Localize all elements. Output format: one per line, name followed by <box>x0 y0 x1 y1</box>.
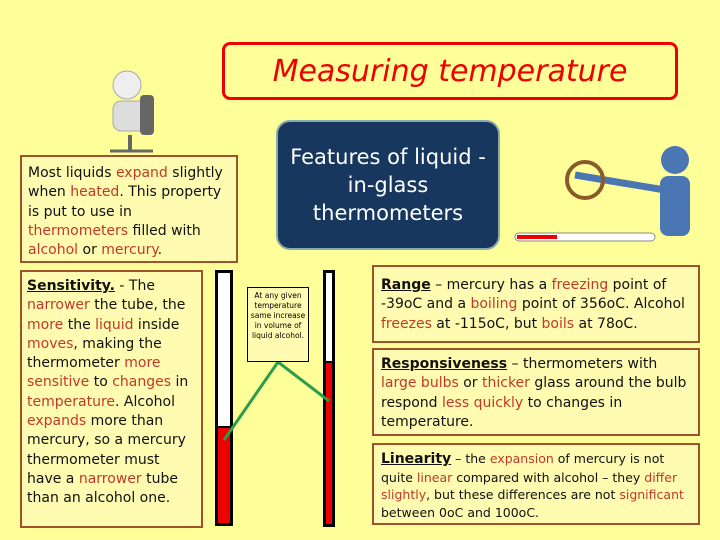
text-segment: – mercury has a <box>430 277 552 293</box>
sensitivity-box: Sensitivity. - The narrower the tube, th… <box>20 270 203 528</box>
text-segment: compared with alcohol – they <box>452 469 645 485</box>
text-segment: . This property is put to use in <box>28 184 222 220</box>
text-segment: narrower <box>78 470 142 487</box>
text-segment: freezes <box>381 315 432 332</box>
text-segment: between 0oC and 100oC. <box>381 504 540 520</box>
text-segment: thicker <box>482 375 530 392</box>
sensitivity-text: - The narrower the tube, the more the li… <box>27 278 188 506</box>
text-segment: expansion <box>489 451 554 466</box>
narrow-tube-liquid <box>326 361 332 524</box>
text-segment: - The <box>114 278 155 294</box>
text-segment: point of 356oC. Alcohol <box>517 296 685 313</box>
text-segment: more than mercury, so a mercury thermome… <box>27 413 186 487</box>
callout-box: At any given temperature same increase i… <box>247 287 309 362</box>
range-heading: Range <box>381 277 431 293</box>
text-segment: tube than an alcohol one. <box>27 470 178 507</box>
text-segment: in <box>171 374 189 391</box>
text-segment: , but these differences are not <box>426 487 620 502</box>
text-segment: of mercury is not quite <box>381 451 665 485</box>
text-segment: point of -39oC and a <box>381 277 667 313</box>
text-segment: less quickly <box>442 394 524 411</box>
person-thermometer-icon <box>514 146 690 242</box>
text-segment: thermometers <box>28 222 129 239</box>
intro-text-box: Most liquids expand slightly when heated… <box>20 155 238 263</box>
wide-tube <box>215 270 233 526</box>
text-segment: changes <box>112 374 172 391</box>
text-segment: liquid <box>95 316 134 333</box>
text-segment: at 78oC. <box>574 315 638 332</box>
intro-text: Most liquids expand slightly when heated… <box>28 165 223 258</box>
text-segment: to changes in temperature. <box>381 394 623 430</box>
text-segment: – the <box>451 451 490 466</box>
text-segment: , making the thermometer <box>27 335 162 372</box>
linearity-box: Linearity – the expansion of mercury is … <box>372 443 700 525</box>
text-segment: or <box>78 242 102 259</box>
responsiveness-box: Responsiveness – thermometers with large… <box>372 348 700 436</box>
text-segment: the tube, the <box>89 297 186 314</box>
page-title: Measuring temperature <box>222 42 678 100</box>
text-segment: expand <box>115 165 168 181</box>
linearity-text: – the expansion of mercury is not quite … <box>381 451 684 520</box>
text-segment: or <box>458 375 482 392</box>
thinking-person-chair-icon <box>110 70 154 153</box>
text-segment: the <box>63 316 96 333</box>
text-segment: alcohol <box>28 242 79 259</box>
text-segment: differ slightly <box>381 469 678 503</box>
text-segment: slightly when <box>28 165 223 201</box>
text-segment: – thermometers with <box>507 356 658 372</box>
range-box: Range – mercury has a freezing point of … <box>372 265 700 343</box>
features-heading-box: Features of liquid -in-glass thermometer… <box>276 120 500 250</box>
text-segment: more sensitive <box>27 355 161 391</box>
text-segment: at -115oC, but <box>431 315 542 332</box>
text-segment: boils <box>541 315 575 332</box>
text-segment: inside <box>133 316 180 333</box>
text-segment: large bulbs <box>381 375 459 392</box>
text-segment: heated <box>70 184 120 201</box>
text-segment: glass around the bulb respond <box>381 375 687 411</box>
wide-tube-liquid <box>218 426 230 523</box>
text-segment: boiling <box>470 296 518 313</box>
text-segment: mercury <box>101 242 158 259</box>
text-segment: more <box>27 316 64 333</box>
text-segment: expands <box>27 413 87 430</box>
linearity-heading: Linearity <box>381 451 452 467</box>
text-segment: freezing <box>551 277 609 293</box>
text-segment: moves <box>27 335 74 352</box>
text-segment: filled with <box>128 222 201 239</box>
range-text: – mercury has a freezing point of -39oC … <box>381 277 685 332</box>
sensitivity-heading: Sensitivity. <box>27 278 115 294</box>
text-segment: . Alcohol <box>115 393 175 410</box>
text-segment: Most liquids <box>28 165 116 181</box>
text-segment: temperature <box>27 393 115 410</box>
text-segment: significant <box>619 487 684 502</box>
text-segment: to <box>89 374 113 391</box>
text-segment: linear <box>416 469 453 485</box>
responsiveness-heading: Responsiveness <box>381 356 508 372</box>
text-segment: . <box>157 242 163 259</box>
responsiveness-text: – thermometers with large bulbs or thick… <box>381 356 686 430</box>
text-segment: narrower <box>27 297 90 314</box>
